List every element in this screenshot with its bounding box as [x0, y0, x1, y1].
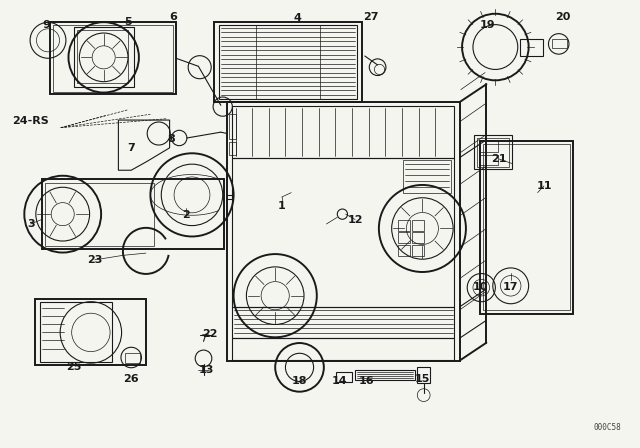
Text: 9: 9: [42, 20, 50, 30]
Text: 25: 25: [66, 362, 81, 372]
Text: 1: 1: [278, 201, 285, 211]
Text: 7: 7: [127, 143, 135, 153]
Text: 6: 6: [169, 12, 177, 22]
Text: 10: 10: [472, 282, 488, 292]
Text: 12: 12: [348, 215, 363, 224]
Text: 15: 15: [415, 374, 430, 383]
Text: 19: 19: [480, 20, 495, 30]
Text: 14: 14: [332, 376, 347, 386]
Text: 17: 17: [503, 282, 518, 292]
Text: 16: 16: [358, 376, 374, 386]
Text: 21: 21: [492, 154, 507, 164]
Text: 20: 20: [556, 12, 571, 22]
Text: 26: 26: [124, 374, 139, 383]
Text: 24-RS: 24-RS: [12, 116, 49, 126]
Text: 23: 23: [87, 255, 102, 265]
Text: 3: 3: [27, 219, 35, 229]
Text: 000C58: 000C58: [593, 423, 621, 432]
Text: 2: 2: [182, 210, 189, 220]
Text: 4: 4: [294, 13, 301, 23]
Text: 22: 22: [202, 329, 218, 339]
Text: 8: 8: [168, 134, 175, 144]
Text: 11: 11: [536, 181, 552, 191]
Text: 13: 13: [198, 365, 214, 375]
Text: 18: 18: [292, 376, 307, 386]
Text: 5: 5: [124, 17, 132, 26]
Text: 27: 27: [364, 12, 379, 22]
